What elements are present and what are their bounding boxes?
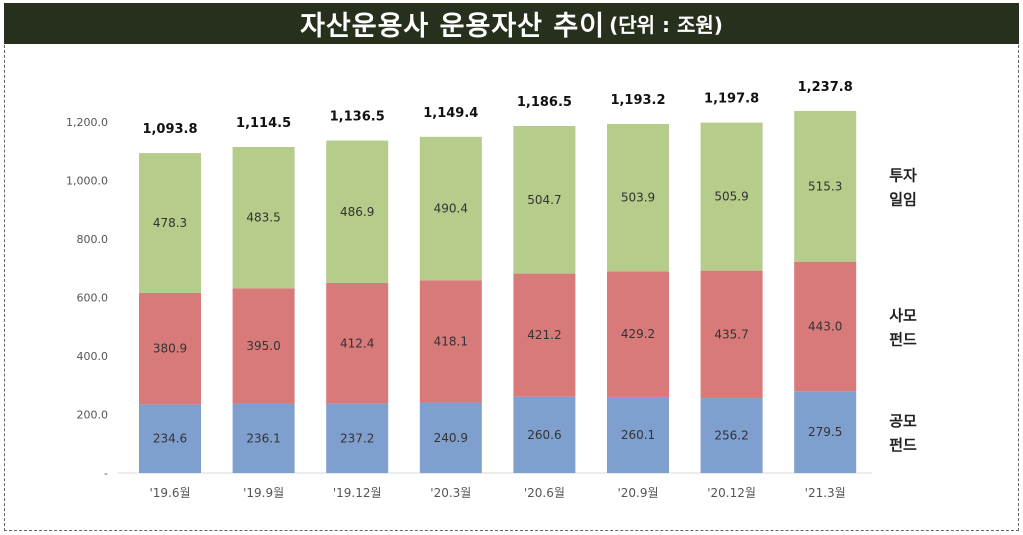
bar-segment-1 bbox=[607, 396, 669, 473]
total-value-label: 1,093.8 bbox=[142, 122, 197, 137]
segment-value-label: 478.3 bbox=[153, 216, 187, 230]
segment-value-label: 260.1 bbox=[621, 428, 655, 442]
y-tick-label: 400.0 bbox=[77, 350, 109, 363]
total-value-label: 1,197.8 bbox=[704, 92, 759, 107]
x-tick-label: '20.9월 bbox=[617, 486, 658, 500]
bar-segment-1 bbox=[794, 391, 857, 473]
bar-segment-2 bbox=[232, 288, 295, 404]
bar-segment-1 bbox=[700, 398, 763, 473]
y-tick-label: 1,000.0 bbox=[66, 175, 108, 188]
total-value-label: 1,237.8 bbox=[798, 80, 853, 95]
segment-value-label: 505.9 bbox=[714, 190, 748, 204]
bar-segment-2 bbox=[607, 271, 669, 397]
legend-label-3: 일임 bbox=[889, 190, 917, 208]
bar-segment-1 bbox=[232, 403, 295, 473]
chart-title: 자산운용사 운용자산 추이 bbox=[300, 11, 606, 42]
segment-value-label: 395.0 bbox=[246, 339, 280, 353]
segment-value-label: 504.7 bbox=[527, 193, 561, 207]
bar-segment-3 bbox=[513, 125, 576, 274]
bar-segment-3 bbox=[232, 146, 295, 289]
segment-value-label: 503.9 bbox=[621, 191, 655, 205]
segment-value-label: 412.4 bbox=[340, 336, 374, 350]
bar-segment-2 bbox=[513, 273, 576, 397]
total-value-label: 1,149.4 bbox=[423, 106, 478, 121]
total-value-label: 1,136.5 bbox=[330, 110, 385, 125]
x-tick-label: '20.6월 bbox=[524, 486, 565, 500]
bar-segment-2 bbox=[419, 280, 482, 403]
y-tick-label: 800.0 bbox=[77, 233, 109, 246]
legend-label-2: 사모 bbox=[889, 306, 917, 324]
bar-segment-2 bbox=[139, 292, 201, 405]
segment-value-label: 443.0 bbox=[808, 319, 842, 333]
total-value-label: 1,114.5 bbox=[236, 116, 291, 131]
legend-label-1: 공모 bbox=[889, 412, 917, 430]
bar-segment-1 bbox=[326, 403, 389, 473]
segment-value-label: 256.2 bbox=[714, 429, 748, 443]
y-tick-label: 200.0 bbox=[77, 409, 109, 422]
bar-segment-3 bbox=[700, 122, 763, 271]
legend-label-2: 펀드 bbox=[889, 330, 917, 348]
bar-segment-3 bbox=[794, 110, 857, 262]
x-tick-label: '19.12월 bbox=[333, 486, 382, 500]
y-tick-label: 1,200.0 bbox=[66, 116, 108, 129]
plot-border bbox=[4, 45, 1019, 531]
legend-label-1: 펀드 bbox=[889, 436, 917, 454]
bar-segment-1 bbox=[419, 402, 482, 473]
segment-value-label: 236.1 bbox=[246, 431, 280, 445]
segment-value-label: 429.2 bbox=[621, 327, 655, 341]
segment-value-label: 380.9 bbox=[153, 342, 187, 356]
bar-segment-3 bbox=[607, 123, 669, 272]
segment-value-label: 515.3 bbox=[808, 179, 842, 193]
title-bar: 자산운용사 운용자산 추이 (단위 : 조원) bbox=[4, 3, 1019, 44]
segment-value-label: 237.2 bbox=[340, 431, 374, 445]
segment-value-label: 490.4 bbox=[434, 202, 468, 216]
x-tick-label: '19.6월 bbox=[149, 486, 190, 500]
x-tick-label: '21.3월 bbox=[805, 486, 846, 500]
bar-segment-2 bbox=[794, 261, 857, 392]
segment-value-label: 240.9 bbox=[434, 431, 468, 445]
bar-segment-2 bbox=[700, 270, 763, 399]
segment-value-label: 421.2 bbox=[527, 328, 561, 342]
legend-label-3: 투자 bbox=[889, 166, 917, 184]
bar-segment-1 bbox=[513, 396, 576, 473]
bar-segment-2 bbox=[326, 282, 389, 404]
x-tick-label: '20.12월 bbox=[707, 486, 756, 500]
total-value-label: 1,193.2 bbox=[610, 93, 665, 108]
chart-unit: (단위 : 조원) bbox=[609, 13, 723, 37]
segment-value-label: 279.5 bbox=[808, 425, 842, 439]
segment-value-label: 260.6 bbox=[527, 428, 561, 442]
x-tick-label: '19.9월 bbox=[243, 486, 284, 500]
y-tick-label: 600.0 bbox=[77, 292, 109, 305]
segment-value-label: 486.9 bbox=[340, 205, 374, 219]
x-tick-label: '20.3월 bbox=[430, 486, 471, 500]
bar-segment-3 bbox=[419, 136, 482, 281]
segment-value-label: 483.5 bbox=[246, 211, 280, 225]
total-value-label: 1,186.5 bbox=[517, 95, 572, 110]
segment-value-label: 418.1 bbox=[434, 334, 468, 348]
bar-segment-1 bbox=[139, 404, 201, 473]
bar-segment-3 bbox=[139, 153, 201, 293]
y-tick-label: - bbox=[104, 467, 108, 480]
segment-value-label: 435.7 bbox=[714, 327, 748, 341]
bar-segment-3 bbox=[326, 140, 389, 283]
segment-value-label: 234.6 bbox=[153, 432, 187, 446]
